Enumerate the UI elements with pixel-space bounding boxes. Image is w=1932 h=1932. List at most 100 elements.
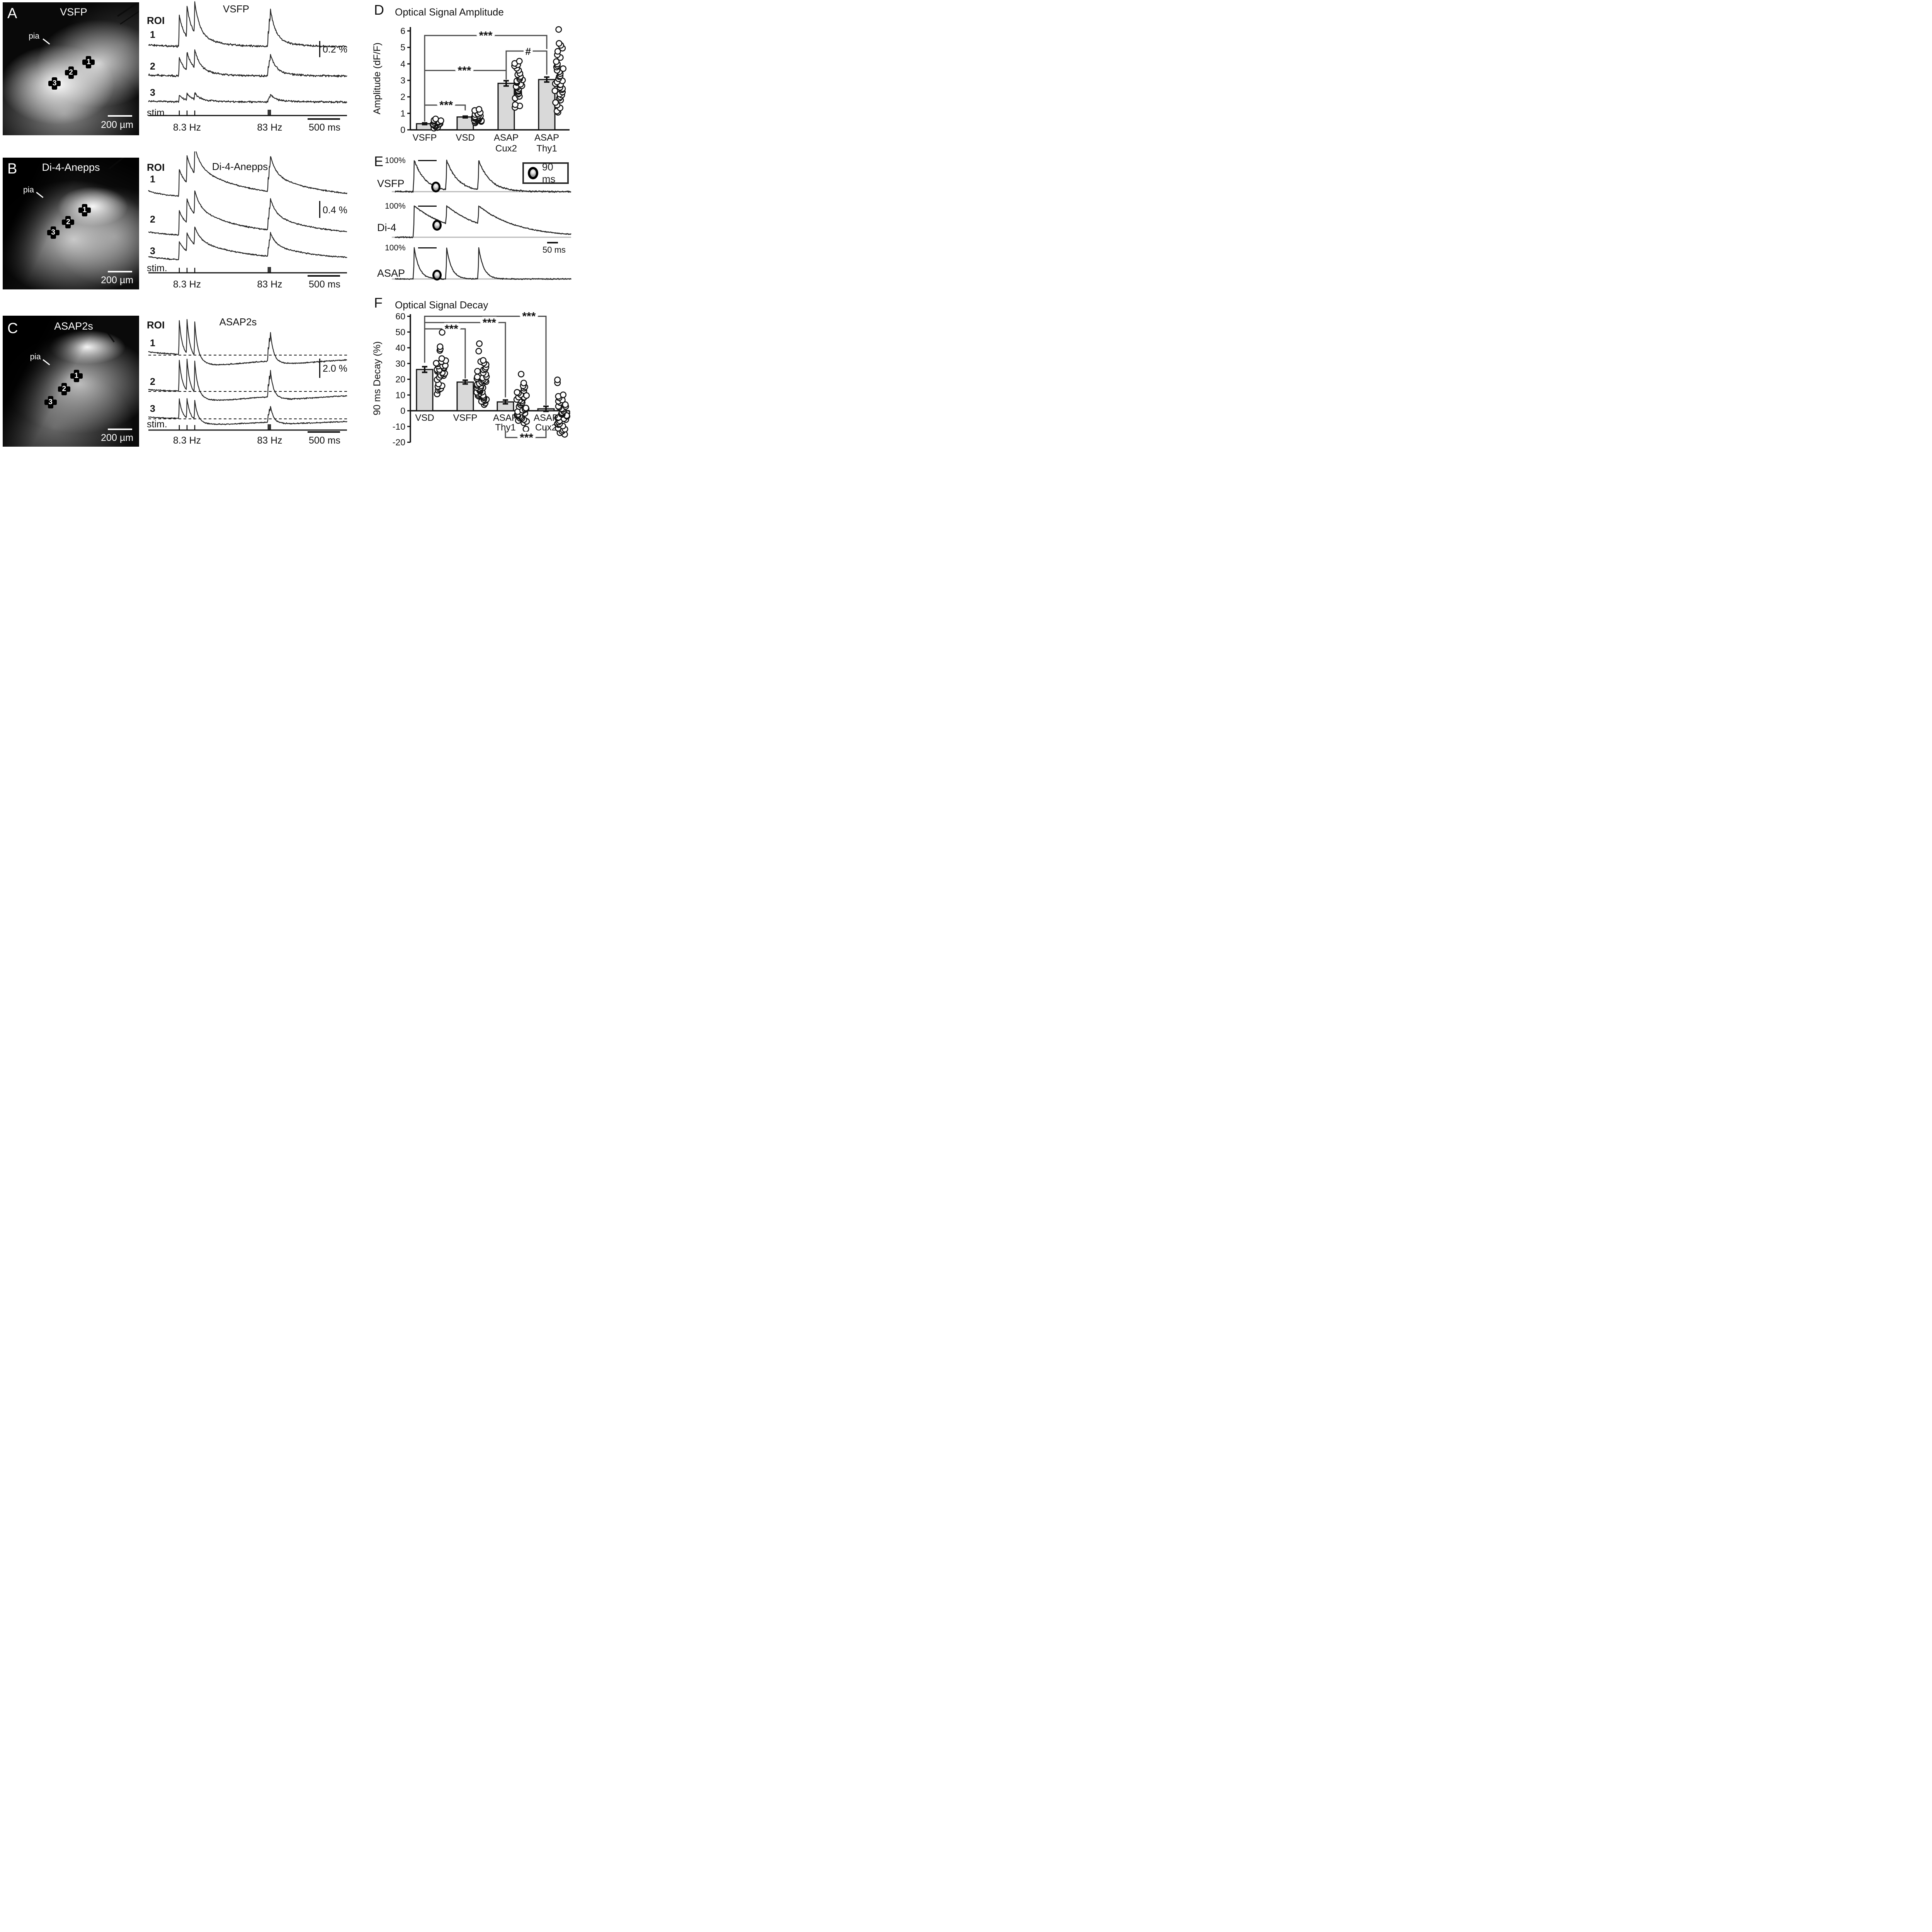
traces-svg <box>392 160 572 280</box>
roi-marker: 1 <box>82 56 95 68</box>
pct-label: 100% <box>385 202 406 211</box>
trace-row-label: 3 <box>150 403 155 414</box>
category-label: VSD <box>415 413 434 423</box>
panel-label: D <box>374 2 384 18</box>
scatter-point <box>439 329 446 336</box>
roi-trace <box>148 92 347 104</box>
panel-label: B <box>7 161 17 177</box>
freq-low-label: 8.3 Hz <box>173 279 201 290</box>
panel-label: C <box>7 320 18 337</box>
chart-panel-amplitude: 0 1 2 3 4 5 6 Amplitude (dF/F) VSFP VSD ASAP Cux2 AS… <box>371 0 572 159</box>
traces-svg <box>148 151 348 274</box>
category-label: ASAP <box>494 133 519 143</box>
sig-bracket <box>424 104 466 122</box>
sig-bracket <box>505 50 548 76</box>
trace-title: Di-4-Anepps <box>212 161 268 172</box>
trace-row-label: 1 <box>150 29 155 40</box>
roi-trace <box>148 1 347 48</box>
decay-trace <box>395 160 571 193</box>
90ms-marker-icon <box>431 182 440 192</box>
roi-marker: 2 <box>62 216 75 229</box>
y-tick-label: 40 <box>395 343 405 353</box>
y-tick-label: 0 <box>400 125 405 135</box>
pia-label: pia <box>29 31 40 41</box>
trace-panel-asap2s: ROI ASAP2s 1 2 3 2.0 % stim. 8.3 Hz 83 H… <box>145 304 362 447</box>
sig-label: *** <box>522 310 536 323</box>
category-label: ASAP <box>534 413 558 423</box>
time-scalebar-label: 500 ms <box>309 279 340 290</box>
scale-bar-label: 200 µm <box>101 275 134 286</box>
y-tick-label: 10 <box>395 390 405 400</box>
scatter-point <box>437 117 444 124</box>
micrograph-title: ASAP2s <box>54 320 93 332</box>
trace-row-label: 1 <box>150 338 155 349</box>
90ms-marker-icon <box>432 270 442 281</box>
panel-label: F <box>374 295 383 311</box>
chart-panel-decay: -20 -10 0 10 20 30 40 50 60 90 ms Decay (%) VSD VSF… <box>371 294 572 447</box>
scatter-point <box>554 376 561 383</box>
y-tick-label: 0 <box>400 406 405 416</box>
sig-label: *** <box>479 29 492 42</box>
trace-row-label: 2 <box>150 61 155 72</box>
roi-trace <box>148 359 347 401</box>
bar <box>497 83 515 131</box>
amplitude-scalebar-label: 2.0 % <box>323 363 347 374</box>
trace-row-label: 1 <box>150 174 155 185</box>
scatter-point <box>474 368 481 375</box>
sig-label: *** <box>483 316 496 329</box>
sig-label: *** <box>445 323 458 335</box>
roi-trace <box>148 226 347 260</box>
chart-svg: -20 -10 0 10 20 30 40 50 60 90 ms Decay (%) VSD VSF… <box>372 308 570 447</box>
roi-trace <box>148 151 348 197</box>
scatter-point <box>437 343 444 350</box>
scale-bar-label: 200 µm <box>101 432 134 443</box>
traces-svg <box>148 319 347 431</box>
y-axis-label: Amplitude (dF/F) <box>372 43 383 114</box>
electrode-shadow <box>117 2 139 17</box>
scatter-point <box>516 58 523 65</box>
scatter-point <box>476 106 483 113</box>
roi-marker: 2 <box>58 383 70 395</box>
time-scalebar-label: 50 ms <box>543 245 566 255</box>
pct-label: 100% <box>385 243 406 252</box>
time-scalebar-label: 500 ms <box>309 122 340 133</box>
sphere-icon <box>528 167 538 179</box>
micrograph-panel-a: A VSFP pia 1 2 3 200 µm <box>3 2 139 135</box>
roi-trace <box>148 398 347 425</box>
micrograph-title: VSFP <box>60 6 87 18</box>
amplitude-scalebar <box>319 41 320 57</box>
traces-svg <box>148 1 347 116</box>
scatter-point <box>522 405 529 412</box>
roi-number: 3 <box>51 228 55 237</box>
scatter-point <box>551 87 558 94</box>
trace-row-label: 3 <box>150 87 155 98</box>
sig-label: *** <box>439 99 453 112</box>
scatter-point <box>556 40 563 47</box>
category-label: VSFP <box>413 133 437 143</box>
decay-trace <box>395 205 571 238</box>
trace-row-label: 3 <box>150 246 155 257</box>
stim-label: stim. <box>147 263 167 274</box>
roi-number: 1 <box>82 206 87 214</box>
bar <box>416 369 434 412</box>
roi-trace <box>148 190 347 236</box>
freq-high-label: 83 Hz <box>257 122 282 133</box>
sig-bracket <box>424 35 548 71</box>
time-scalebar <box>308 275 340 277</box>
scatter-point <box>474 374 481 381</box>
scatter-point <box>480 357 487 364</box>
category-label: VSD <box>456 133 474 143</box>
amplitude-scalebar <box>319 359 320 378</box>
roi-trace <box>148 319 347 366</box>
scatter-point <box>432 116 439 122</box>
sig-label: # <box>525 46 531 57</box>
pia-line <box>43 38 50 44</box>
time-scalebar <box>547 242 558 243</box>
roi-marker: 3 <box>48 77 61 90</box>
y-tick-label: 30 <box>395 359 405 369</box>
time-scalebar <box>308 431 340 433</box>
trace-row-label: 2 <box>150 214 155 225</box>
scatter-point <box>553 58 560 65</box>
scatter-point <box>475 348 482 355</box>
